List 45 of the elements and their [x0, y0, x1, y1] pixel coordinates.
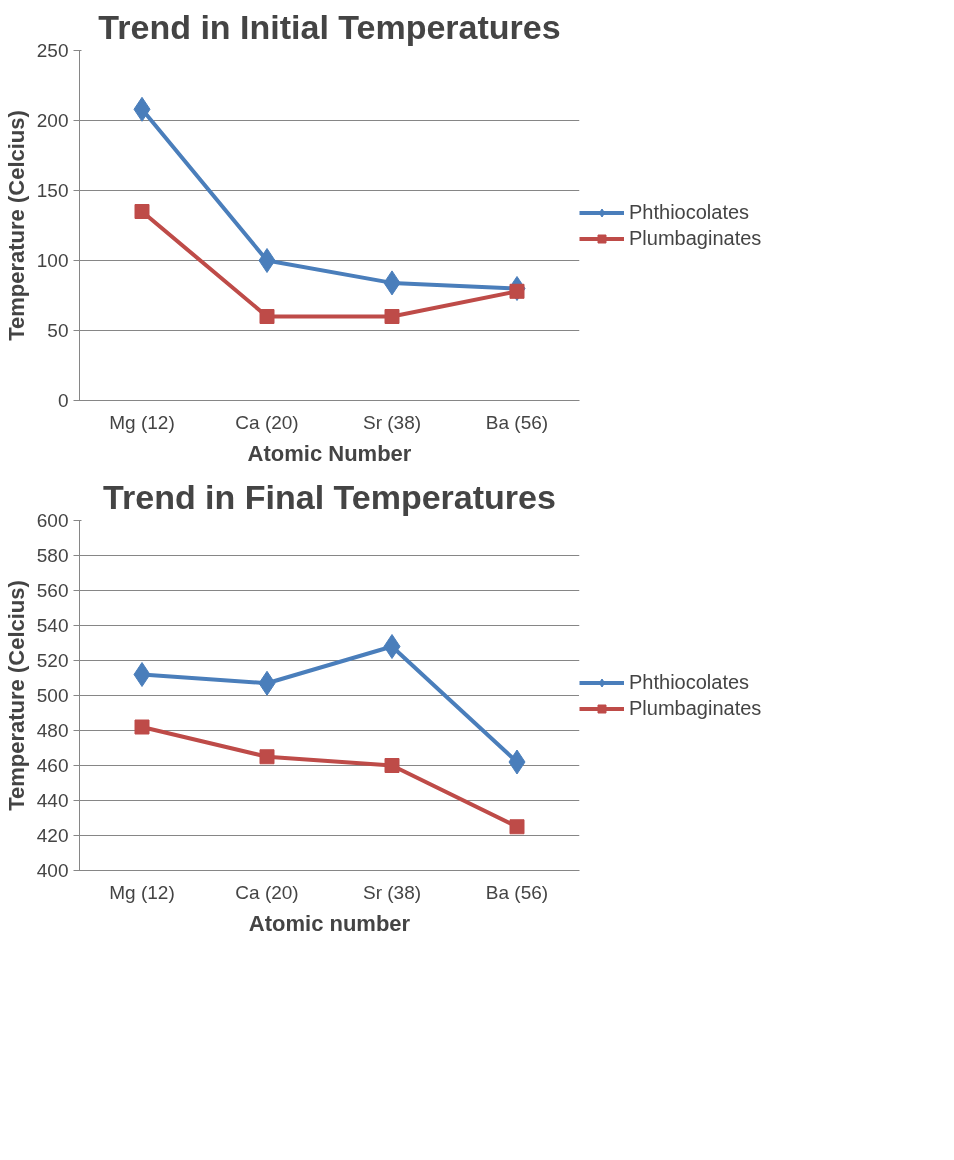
point: [509, 819, 525, 835]
y-tick-label: 50: [47, 320, 69, 341]
point: [134, 204, 150, 219]
y-tick-label: 200: [36, 110, 69, 131]
y-tick-label: 580: [36, 545, 69, 566]
x-tick-label: Sr (38): [362, 411, 422, 433]
chart-title: Trend in Final Temperatures: [103, 477, 556, 516]
y-axis-title: Temperature (Celcius): [3, 110, 29, 341]
x-axis-title: Atomic Number: [247, 440, 412, 466]
x-tick-label: Mg (12): [109, 881, 175, 903]
x-tick-label: Ca (20): [235, 881, 299, 903]
legend-label: Phthiocolates: [629, 670, 750, 694]
y-tick-label: 520: [36, 650, 69, 671]
y-tick-label: 150: [36, 180, 69, 201]
x-axis-title: Atomic number: [248, 910, 411, 936]
point: [384, 309, 400, 324]
legend-label: Phthiocolates: [629, 200, 750, 224]
point: [259, 309, 275, 324]
point: [258, 248, 276, 273]
y-tick-label: 560: [36, 580, 69, 601]
point: [384, 758, 400, 773]
point: [259, 749, 275, 765]
y-tick-label: 540: [36, 615, 69, 636]
x-tick-label: Mg (12): [109, 411, 175, 433]
y-tick-label: 440: [36, 790, 69, 811]
x-tick-label: Sr (38): [362, 881, 422, 903]
point: [133, 662, 151, 687]
point: [383, 634, 401, 659]
y-tick-label: 420: [36, 825, 69, 846]
x-tick-label: Ca (20): [235, 411, 299, 433]
y-tick-label: 400: [36, 860, 69, 881]
y-tick-label: 480: [36, 720, 69, 741]
y-axis-title: Temperature (Celcius): [3, 580, 29, 811]
y-tick-label: 100: [36, 250, 69, 271]
y-tick-label: 250: [36, 40, 69, 61]
y-tick-label: 600: [36, 510, 69, 531]
legend-label: Plumbaginates: [629, 696, 762, 720]
point: [134, 719, 150, 735]
y-tick-label: 500: [36, 685, 69, 706]
y-tick-label: 460: [36, 755, 69, 776]
chart-title: Trend in Initial Temperatures: [98, 7, 561, 46]
x-tick-label: Ba (56): [485, 411, 549, 433]
y-tick-label: 0: [57, 390, 69, 411]
legend-label: Plumbaginates: [629, 226, 762, 250]
x-tick-label: Ba (56): [485, 881, 549, 903]
